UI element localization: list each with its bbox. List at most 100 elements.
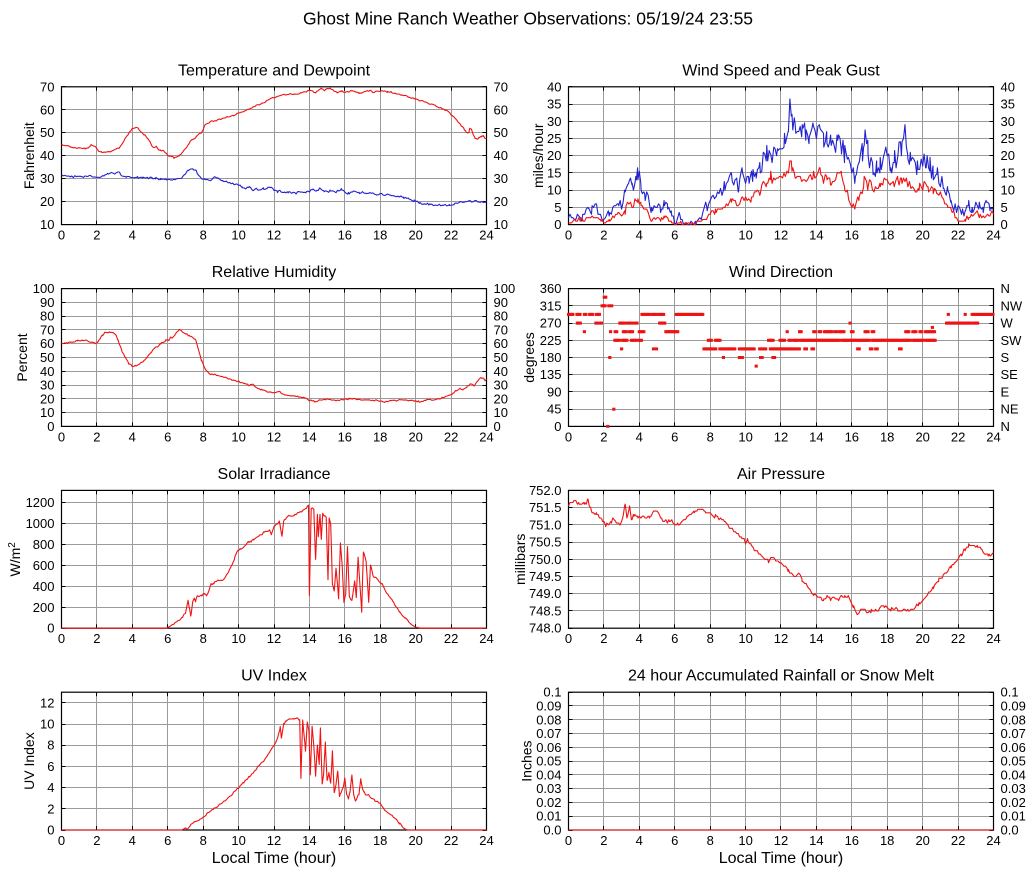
svg-text:8: 8	[707, 631, 714, 646]
svg-text:6: 6	[47, 759, 54, 774]
svg-text:10: 10	[494, 217, 508, 232]
svg-text:20: 20	[915, 833, 929, 848]
svg-text:0.04: 0.04	[1001, 767, 1026, 782]
svg-text:30: 30	[40, 171, 54, 186]
svg-text:0.07: 0.07	[1001, 726, 1026, 741]
svg-text:S: S	[1001, 350, 1010, 365]
svg-text:749.0: 749.0	[529, 586, 562, 601]
svg-text:Local Time (hour): Local Time (hour)	[719, 850, 844, 867]
svg-text:14: 14	[302, 631, 316, 646]
svg-text:24: 24	[479, 631, 493, 646]
svg-text:10: 10	[738, 228, 752, 243]
svg-text:8: 8	[707, 833, 714, 848]
svg-text:8: 8	[200, 228, 207, 243]
svg-text:0.1: 0.1	[543, 685, 561, 700]
svg-text:225: 225	[540, 333, 562, 348]
svg-text:0: 0	[494, 419, 501, 434]
svg-text:Percent: Percent	[14, 333, 30, 381]
svg-text:0: 0	[565, 228, 572, 243]
svg-text:749.5: 749.5	[529, 569, 562, 584]
svg-text:4: 4	[129, 833, 136, 848]
svg-text:600: 600	[33, 558, 55, 573]
svg-text:100: 100	[33, 281, 55, 296]
svg-text:30: 30	[1001, 114, 1015, 129]
svg-text:60: 60	[494, 102, 508, 117]
svg-text:20: 20	[40, 194, 54, 209]
svg-text:SW: SW	[1001, 333, 1023, 348]
svg-text:40: 40	[40, 364, 54, 379]
svg-text:Temperature and Dewpoint: Temperature and Dewpoint	[178, 62, 371, 79]
svg-text:18: 18	[373, 631, 387, 646]
svg-text:50: 50	[40, 125, 54, 140]
svg-text:4: 4	[47, 780, 54, 795]
svg-text:70: 70	[40, 79, 54, 94]
svg-text:4: 4	[636, 429, 643, 444]
svg-text:80: 80	[494, 309, 508, 324]
svg-text:10: 10	[738, 429, 752, 444]
svg-text:20: 20	[408, 833, 422, 848]
svg-text:0: 0	[554, 419, 561, 434]
svg-text:40: 40	[494, 364, 508, 379]
svg-text:12: 12	[267, 429, 281, 444]
svg-text:60: 60	[40, 336, 54, 351]
svg-text:SE: SE	[1001, 367, 1019, 382]
svg-text:0.1: 0.1	[1001, 685, 1019, 700]
svg-text:0.05: 0.05	[536, 754, 561, 769]
svg-text:0.09: 0.09	[1001, 699, 1026, 714]
svg-text:10: 10	[494, 405, 508, 420]
svg-text:0.07: 0.07	[536, 726, 561, 741]
svg-text:6: 6	[671, 228, 678, 243]
svg-text:6: 6	[671, 833, 678, 848]
svg-text:12: 12	[774, 833, 788, 848]
svg-text:24: 24	[479, 228, 493, 243]
svg-text:135: 135	[540, 367, 562, 382]
svg-text:24: 24	[986, 429, 1000, 444]
svg-text:70: 70	[494, 79, 508, 94]
svg-text:180: 180	[540, 350, 562, 365]
svg-text:20: 20	[408, 228, 422, 243]
svg-text:750.0: 750.0	[529, 552, 562, 567]
svg-text:0: 0	[47, 823, 54, 838]
svg-text:20: 20	[915, 429, 929, 444]
svg-text:6: 6	[671, 429, 678, 444]
svg-text:5: 5	[1001, 200, 1008, 215]
svg-text:12: 12	[40, 695, 54, 710]
svg-text:12: 12	[267, 228, 281, 243]
svg-text:0.08: 0.08	[536, 712, 561, 727]
svg-text:750.5: 750.5	[529, 535, 562, 550]
svg-text:10: 10	[40, 217, 54, 232]
svg-text:2: 2	[93, 228, 100, 243]
svg-text:Relative Humidity: Relative Humidity	[212, 264, 336, 281]
svg-text:360: 360	[540, 281, 562, 296]
svg-text:0: 0	[565, 631, 572, 646]
svg-text:18: 18	[373, 833, 387, 848]
svg-text:751.0: 751.0	[529, 517, 562, 532]
svg-text:16: 16	[338, 631, 352, 646]
svg-text:20: 20	[915, 631, 929, 646]
svg-text:Solar Irradiance: Solar Irradiance	[218, 466, 331, 483]
svg-text:800: 800	[33, 537, 55, 552]
svg-text:0.02: 0.02	[536, 795, 561, 810]
svg-text:40: 40	[494, 148, 508, 163]
svg-text:14: 14	[809, 429, 823, 444]
svg-text:8: 8	[707, 429, 714, 444]
svg-text:22: 22	[444, 429, 458, 444]
svg-text:0: 0	[58, 429, 65, 444]
svg-text:270: 270	[540, 316, 562, 331]
svg-text:8: 8	[200, 429, 207, 444]
svg-text:4: 4	[636, 228, 643, 243]
svg-text:0.0: 0.0	[1001, 823, 1019, 838]
svg-text:W: W	[1001, 316, 1014, 331]
svg-text:5: 5	[554, 200, 561, 215]
svg-text:20: 20	[408, 429, 422, 444]
svg-text:miles/hour: miles/hour	[530, 123, 546, 188]
svg-text:748.5: 748.5	[529, 604, 562, 619]
svg-text:50: 50	[494, 125, 508, 140]
svg-text:8: 8	[47, 738, 54, 753]
svg-text:90: 90	[547, 385, 561, 400]
svg-text:40: 40	[40, 148, 54, 163]
svg-text:16: 16	[845, 833, 859, 848]
svg-text:24: 24	[986, 631, 1000, 646]
svg-text:Inches: Inches	[519, 740, 535, 781]
svg-text:18: 18	[880, 833, 894, 848]
